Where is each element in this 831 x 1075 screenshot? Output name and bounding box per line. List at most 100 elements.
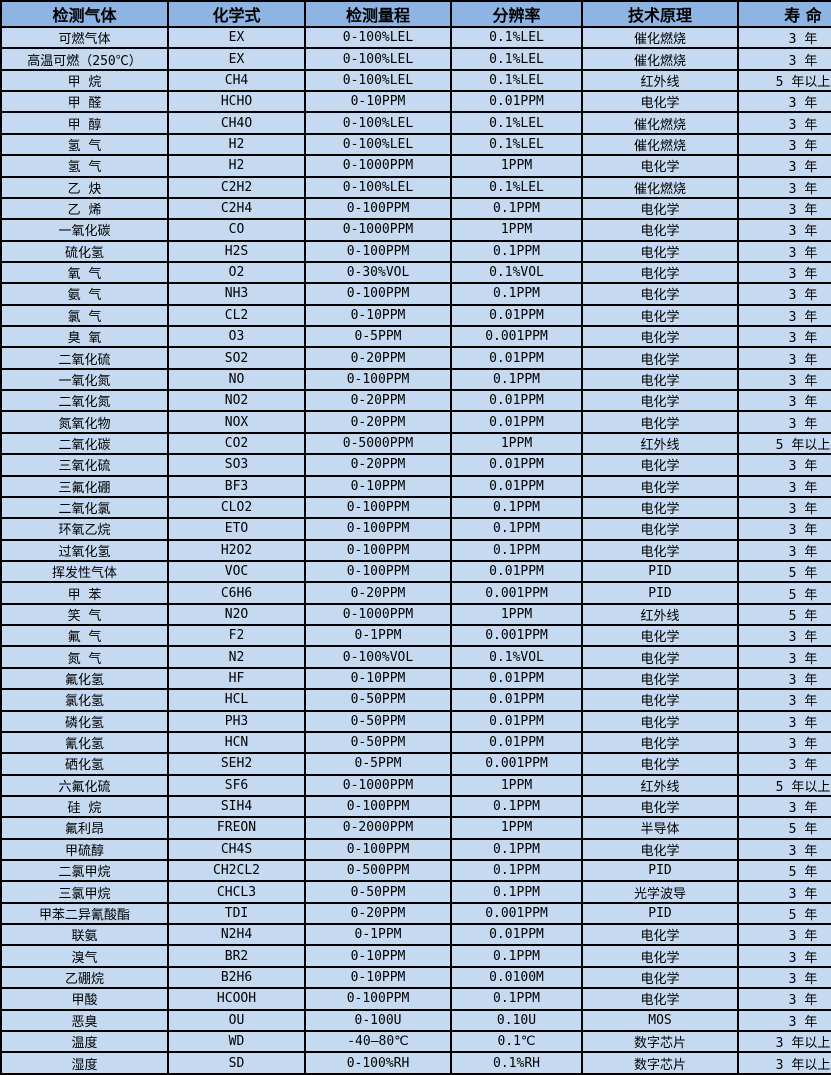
cell-resolution: 0.1PPM xyxy=(450,239,583,263)
cell-gas: 硒化氢 xyxy=(0,752,169,776)
cell-resolution: 0.1%RH xyxy=(450,1051,583,1075)
cell-gas: 甲苯二异氰酸酯 xyxy=(0,901,169,926)
cell-resolution: 0.01PPM xyxy=(450,303,583,328)
cell-resolution: 0.001PPM xyxy=(450,581,583,605)
cell-formula: N2 xyxy=(167,645,306,669)
header-cell-resolution: 分辨率 xyxy=(450,0,583,28)
table-row: 甲酸 HCOOH 0-100PPM 0.1PPM 电化学 3 年 xyxy=(0,987,831,1011)
cell-principle: 电化学 xyxy=(581,453,739,477)
cell-lifespan: 3 年 xyxy=(737,688,831,712)
table-row: 可燃气体 EX 0-100%LEL 0.1%LEL 催化燃烧 3 年 xyxy=(0,25,831,50)
table-row: 硫化氢 H2S 0-100PPM 0.1PPM 电化学 3 年 xyxy=(0,239,831,263)
cell-formula: CH2CL2 xyxy=(167,858,306,883)
cell-formula: N2O xyxy=(167,602,306,627)
cell-lifespan: 3 年以上 xyxy=(737,1051,831,1075)
cell-lifespan: 3 年 xyxy=(737,25,831,50)
cell-lifespan: 5 年 xyxy=(737,602,831,627)
cell-lifespan: 3 年 xyxy=(737,175,831,199)
table-row: 硒化氢 SEH2 0-5PPM 0.001PPM 电化学 3 年 xyxy=(0,752,831,776)
table-row: 氮 气 N2 0-100%VOL 0.1%VOL 电化学 3 年 xyxy=(0,645,831,669)
cell-lifespan: 5 年 xyxy=(737,858,831,883)
cell-formula: BR2 xyxy=(167,944,306,968)
cell-resolution: 0.1PPM xyxy=(450,837,583,862)
cell-gas: 三氧化硫 xyxy=(0,453,169,477)
cell-principle: 电化学 xyxy=(581,752,739,776)
cell-principle: 电化学 xyxy=(581,90,739,114)
cell-principle: 电化学 xyxy=(581,367,739,392)
cell-formula: CHCL3 xyxy=(167,880,306,904)
cell-range: 0-100PPM xyxy=(304,367,452,392)
cell-gas: 可燃气体 xyxy=(0,25,169,50)
table-row: 三氯甲烷 CHCL3 0-50PPM 0.1PPM 光学波导 3 年 xyxy=(0,880,831,904)
cell-lifespan: 5 年 xyxy=(737,559,831,584)
cell-formula: CO2 xyxy=(167,431,306,456)
cell-resolution: 0.01PPM xyxy=(450,389,583,413)
cell-lifespan: 3 年 xyxy=(737,154,831,178)
cell-lifespan: 3 年 xyxy=(737,218,831,242)
cell-gas: 环氧乙烷 xyxy=(0,517,169,541)
table-row: 氢 气 H2 0-100%LEL 0.1%LEL 催化燃烧 3 年 xyxy=(0,132,831,157)
table-row: 乙 炔 C2H2 0-100%LEL 0.1%LEL 催化燃烧 3 年 xyxy=(0,175,831,199)
cell-formula: HF xyxy=(167,666,306,691)
table-row: 乙 烯 C2H4 0-100PPM 0.1PPM 电化学 3 年 xyxy=(0,196,831,221)
cell-principle: 半导体 xyxy=(581,816,739,840)
cell-formula: N2H4 xyxy=(167,923,306,947)
cell-lifespan: 3 年 xyxy=(737,752,831,776)
table-row: 过氧化氢 H2O2 0-100PPM 0.1PPM 电化学 3 年 xyxy=(0,538,831,563)
cell-formula: CH4 xyxy=(167,68,306,93)
table-row: 恶臭 OU 0-100U 0.10U MOS 3 年 xyxy=(0,1008,831,1032)
cell-principle: 催化燃烧 xyxy=(581,132,739,157)
cell-range: 0-5000PPM xyxy=(304,431,452,456)
cell-formula: O3 xyxy=(167,325,306,349)
cell-lifespan: 3 年 xyxy=(737,517,831,541)
cell-range: 0-50PPM xyxy=(304,688,452,712)
cell-range: 0-100PPM xyxy=(304,538,452,563)
cell-gas: 二氧化氯 xyxy=(0,495,169,520)
cell-gas: 挥发性气体 xyxy=(0,559,169,584)
cell-resolution: 1PPM xyxy=(450,773,583,797)
cell-range: 0-100PPM xyxy=(304,794,452,819)
cell-principle: 红外线 xyxy=(581,773,739,797)
cell-resolution: 0.01PPM xyxy=(450,410,583,434)
cell-resolution: 0.0100M xyxy=(450,965,583,990)
cell-lifespan: 3 年 xyxy=(737,367,831,392)
table-header: 检测气体 化学式 检测量程 分辨率 技术原理寿 命 xyxy=(0,0,831,28)
cell-formula: H2 xyxy=(167,154,306,178)
cell-resolution: 0.01PPM xyxy=(450,709,583,733)
cell-principle: 催化燃烧 xyxy=(581,25,739,50)
cell-formula: SF6 xyxy=(167,773,306,797)
cell-lifespan: 5 年 xyxy=(737,816,831,840)
cell-formula: B2H6 xyxy=(167,965,306,990)
cell-lifespan: 5 年 xyxy=(737,901,831,926)
cell-principle: 电化学 xyxy=(581,944,739,968)
cell-resolution: 0.1℃ xyxy=(450,1029,583,1054)
cell-resolution: 1PPM xyxy=(450,602,583,627)
header-cell-lifespan: 寿 命 xyxy=(737,0,831,28)
table-row: 三氧化硫 SO3 0-20PPM 0.01PPM 电化学 3 年 xyxy=(0,453,831,477)
cell-resolution: 0.10U xyxy=(450,1008,583,1032)
cell-lifespan: 3 年 xyxy=(737,923,831,947)
cell-lifespan: 3 年 xyxy=(737,1008,831,1032)
cell-resolution: 0.1%LEL xyxy=(450,111,583,135)
cell-range: 0-10PPM xyxy=(304,965,452,990)
cell-range: 0-1000PPM xyxy=(304,154,452,178)
cell-range: 0-100%LEL xyxy=(304,68,452,93)
cell-principle: 催化燃烧 xyxy=(581,47,739,71)
cell-range: 0-100PPM xyxy=(304,495,452,520)
cell-range: 0-100%LEL xyxy=(304,175,452,199)
header-row: 检测气体 化学式 检测量程 分辨率 技术原理寿 命 xyxy=(0,0,831,28)
cell-resolution: 0.1%LEL xyxy=(450,132,583,157)
cell-range: 0-100U xyxy=(304,1008,452,1032)
table-row: 氟化氢 HF 0-10PPM 0.01PPM 电化学 3 年 xyxy=(0,666,831,691)
cell-principle: 电化学 xyxy=(581,645,739,669)
cell-principle: 电化学 xyxy=(581,965,739,990)
table-row: 氢 气 H2 0-1000PPM 1PPM 电化学 3 年 xyxy=(0,154,831,178)
cell-gas: 三氯甲烷 xyxy=(0,880,169,904)
cell-range: 0-500PPM xyxy=(304,858,452,883)
cell-resolution: 0.1PPM xyxy=(450,282,583,306)
cell-range: 0-100PPM xyxy=(304,517,452,541)
cell-resolution: 0.1PPM xyxy=(450,495,583,520)
cell-lifespan: 3 年 xyxy=(737,260,831,285)
cell-lifespan: 3 年 xyxy=(737,495,831,520)
cell-range: 0-10PPM xyxy=(304,90,452,114)
